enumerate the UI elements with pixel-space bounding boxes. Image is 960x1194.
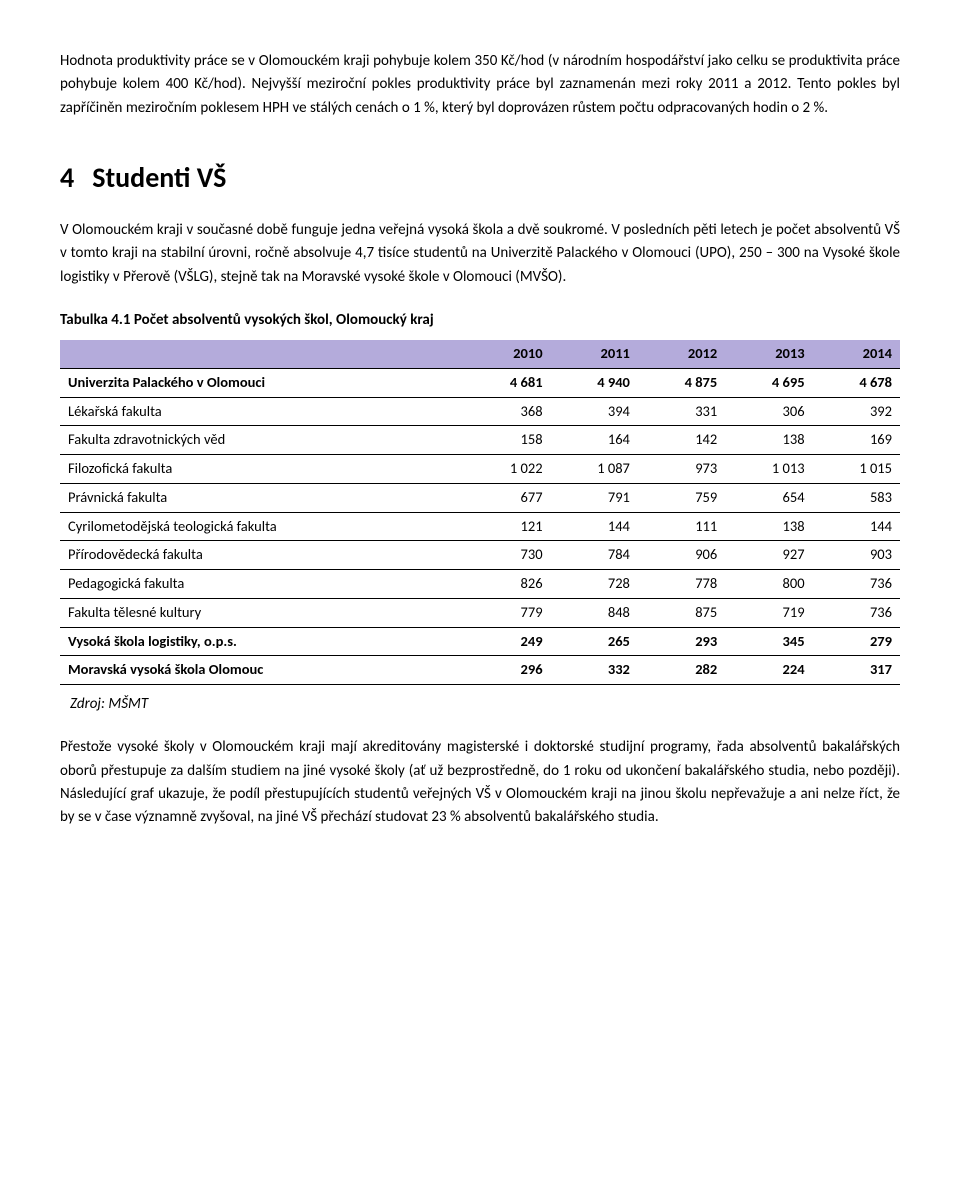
table-cell: 111 — [638, 512, 725, 541]
table-row-label: Právnická fakulta — [60, 483, 463, 512]
table-cell: 826 — [463, 570, 550, 599]
table-cell: 121 — [463, 512, 550, 541]
table-cell: 583 — [813, 483, 900, 512]
table-header-year: 2014 — [813, 340, 900, 368]
table-cell: 138 — [725, 512, 812, 541]
table-cell: 730 — [463, 541, 550, 570]
table-cell: 164 — [551, 426, 638, 455]
table-cell: 265 — [551, 627, 638, 656]
table-cell: 142 — [638, 426, 725, 455]
table-cell: 779 — [463, 598, 550, 627]
table-row-label: Vysoká škola logistiky, o.p.s. — [60, 627, 463, 656]
table-row: Lékařská fakulta368394331306392 — [60, 397, 900, 426]
table-cell: 296 — [463, 656, 550, 685]
table-row-label: Fakulta tělesné kultury — [60, 598, 463, 627]
table-cell: 1 013 — [725, 455, 812, 484]
table-cell: 368 — [463, 397, 550, 426]
section-title: Studenti VŠ — [92, 160, 226, 195]
table-cell: 875 — [638, 598, 725, 627]
table-row: Univerzita Palackého v Olomouci4 6814 94… — [60, 368, 900, 397]
table-header-blank — [60, 340, 463, 368]
table-cell: 654 — [725, 483, 812, 512]
table-cell: 778 — [638, 570, 725, 599]
table-header-year: 2010 — [463, 340, 550, 368]
table-header-year: 2011 — [551, 340, 638, 368]
table-cell: 282 — [638, 656, 725, 685]
table-cell: 138 — [725, 426, 812, 455]
table-header-row: 2010 2011 2012 2013 2014 — [60, 340, 900, 368]
table-row-label: Filozofická fakulta — [60, 455, 463, 484]
table-row: Fakulta zdravotnických věd15816414213816… — [60, 426, 900, 455]
table-cell: 169 — [813, 426, 900, 455]
table-cell: 719 — [725, 598, 812, 627]
table-cell: 906 — [638, 541, 725, 570]
table-cell: 800 — [725, 570, 812, 599]
table-cell: 903 — [813, 541, 900, 570]
table-row: Moravská vysoká škola Olomouc29633228222… — [60, 656, 900, 685]
table-row: Cyrilometodějská teologická fakulta12114… — [60, 512, 900, 541]
table-row-label: Přírodovědecká fakulta — [60, 541, 463, 570]
table-header-year: 2012 — [638, 340, 725, 368]
table-cell: 1 087 — [551, 455, 638, 484]
table-cell: 249 — [463, 627, 550, 656]
table-cell: 736 — [813, 570, 900, 599]
section-number: 4 — [60, 156, 74, 199]
table-row-label: Cyrilometodějská teologická fakulta — [60, 512, 463, 541]
table-cell: 784 — [551, 541, 638, 570]
absolventi-table: 2010 2011 2012 2013 2014 Univerzita Pala… — [60, 340, 900, 685]
table-cell: 224 — [725, 656, 812, 685]
table-row: Přírodovědecká fakulta730784906927903 — [60, 541, 900, 570]
section-paragraph-1: V Olomouckém kraji v současné době fungu… — [60, 219, 900, 289]
table-cell: 927 — [725, 541, 812, 570]
table-body: Univerzita Palackého v Olomouci4 6814 94… — [60, 368, 900, 684]
table-cell: 791 — [551, 483, 638, 512]
table-cell: 345 — [725, 627, 812, 656]
table-cell: 158 — [463, 426, 550, 455]
table-row-label: Moravská vysoká škola Olomouc — [60, 656, 463, 685]
table-cell: 4 678 — [813, 368, 900, 397]
table-cell: 4 940 — [551, 368, 638, 397]
table-cell: 293 — [638, 627, 725, 656]
intro-paragraph-1: Hodnota produktivity práce se v Olomouck… — [60, 50, 900, 120]
table-cell: 306 — [725, 397, 812, 426]
table-row: Pedagogická fakulta826728778800736 — [60, 570, 900, 599]
table-cell: 392 — [813, 397, 900, 426]
table-cell: 736 — [813, 598, 900, 627]
table-row: Filozofická fakulta1 0221 0879731 0131 0… — [60, 455, 900, 484]
table-cell: 4 681 — [463, 368, 550, 397]
table-row: Fakulta tělesné kultury779848875719736 — [60, 598, 900, 627]
table-cell: 973 — [638, 455, 725, 484]
table-cell: 759 — [638, 483, 725, 512]
table-cell: 848 — [551, 598, 638, 627]
table-cell: 144 — [551, 512, 638, 541]
table-cell: 677 — [463, 483, 550, 512]
table-cell: 394 — [551, 397, 638, 426]
table-cell: 4 695 — [725, 368, 812, 397]
table-cell: 1 022 — [463, 455, 550, 484]
table-row-label: Pedagogická fakulta — [60, 570, 463, 599]
table-cell: 728 — [551, 570, 638, 599]
table-row-label: Univerzita Palackého v Olomouci — [60, 368, 463, 397]
table-cell: 279 — [813, 627, 900, 656]
table-header-year: 2013 — [725, 340, 812, 368]
table-cell: 144 — [813, 512, 900, 541]
table-cell: 332 — [551, 656, 638, 685]
table-row: Vysoká škola logistiky, o.p.s.2492652933… — [60, 627, 900, 656]
table-row: Právnická fakulta677791759654583 — [60, 483, 900, 512]
table-source: Zdroj: MŠMT — [70, 693, 900, 716]
table-cell: 331 — [638, 397, 725, 426]
table-cell: 317 — [813, 656, 900, 685]
table-caption: Tabulka 4.1 Počet absolventů vysokých šk… — [60, 309, 900, 332]
table-row-label: Lékařská fakulta — [60, 397, 463, 426]
table-cell: 1 015 — [813, 455, 900, 484]
table-cell: 4 875 — [638, 368, 725, 397]
table-row-label: Fakulta zdravotnických věd — [60, 426, 463, 455]
closing-paragraph: Přestože vysoké školy v Olomouckém kraji… — [60, 736, 900, 829]
section-heading: 4 Studenti VŠ — [60, 156, 900, 199]
